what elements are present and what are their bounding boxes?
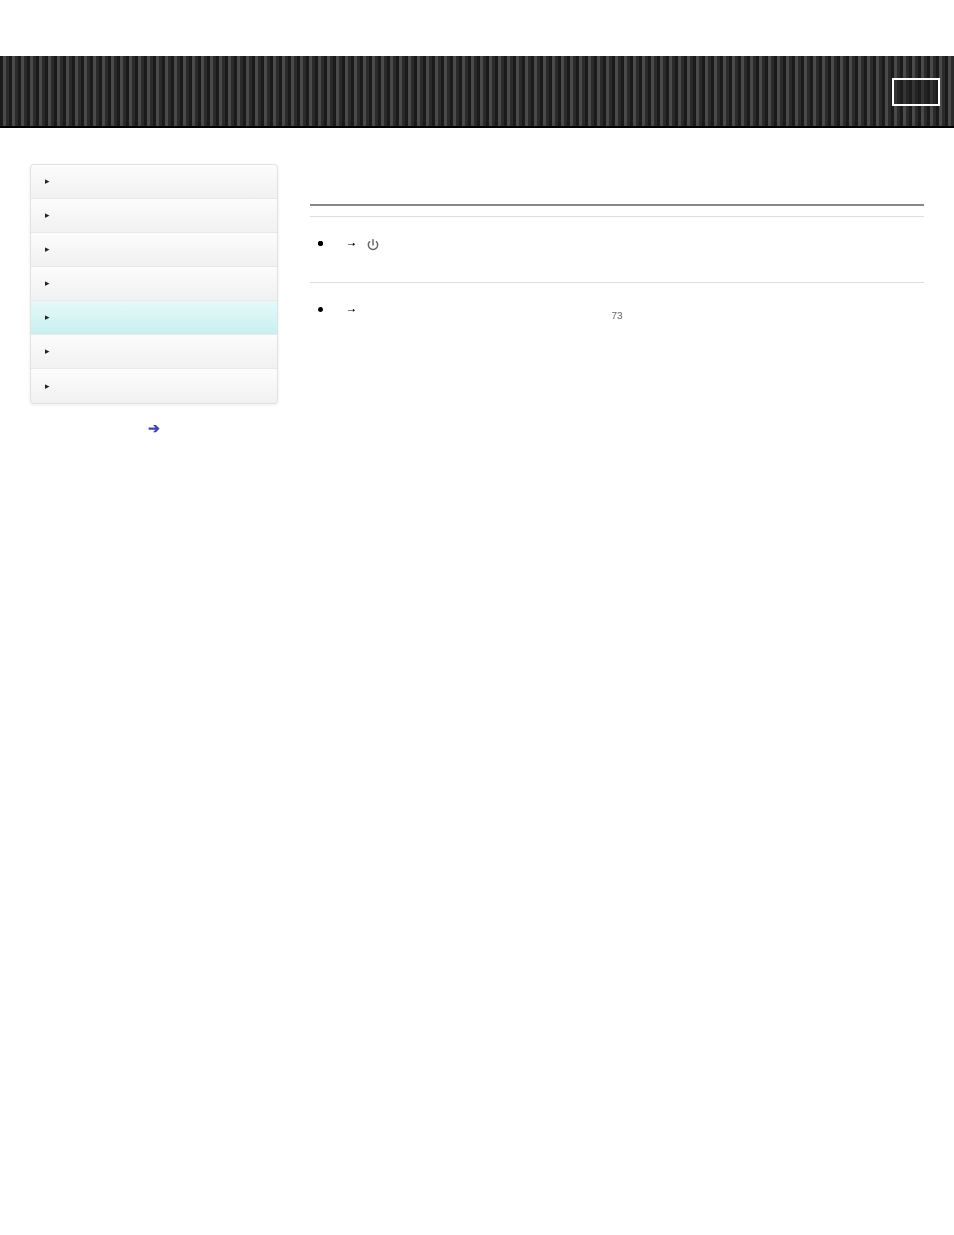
main-content: 73 bbox=[310, 164, 924, 330]
page-number: 73 bbox=[310, 311, 924, 322]
issue-item bbox=[318, 235, 924, 254]
nav-item-0[interactable]: ▸ bbox=[31, 165, 277, 199]
divider-sub bbox=[310, 216, 924, 217]
nav-panel: ▸ ▸ ▸ ▸ ▸ ▸ ▸ bbox=[30, 164, 278, 404]
sidebar: ▸ ▸ ▸ ▸ ▸ ▸ ▸ bbox=[30, 164, 278, 437]
caret-right-icon: ▸ bbox=[45, 312, 50, 323]
nav-item-5[interactable]: ▸ bbox=[31, 335, 277, 369]
caret-right-icon: ▸ bbox=[45, 381, 50, 392]
nav-item-2[interactable]: ▸ bbox=[31, 233, 277, 267]
caret-right-icon: ▸ bbox=[45, 278, 50, 289]
sidebar-footnote: ➔ bbox=[30, 420, 278, 437]
arrow-right-icon: ➔ bbox=[148, 420, 160, 436]
divider-sub bbox=[310, 282, 924, 283]
nav-item-1[interactable]: ▸ bbox=[31, 199, 277, 233]
issue-answer bbox=[346, 235, 924, 254]
header-band bbox=[0, 56, 954, 128]
caret-right-icon: ▸ bbox=[45, 176, 50, 187]
caret-right-icon: ▸ bbox=[45, 346, 50, 357]
section1-list bbox=[310, 235, 924, 254]
search-box[interactable] bbox=[892, 78, 940, 106]
power-icon bbox=[366, 238, 380, 252]
nav-item-3[interactable]: ▸ bbox=[31, 267, 277, 301]
caret-right-icon: ▸ bbox=[45, 210, 50, 221]
caret-right-icon: ▸ bbox=[45, 244, 50, 255]
nav-item-6[interactable]: ▸ bbox=[31, 369, 277, 403]
nav-item-4[interactable]: ▸ bbox=[31, 301, 277, 335]
divider-main bbox=[310, 204, 924, 206]
